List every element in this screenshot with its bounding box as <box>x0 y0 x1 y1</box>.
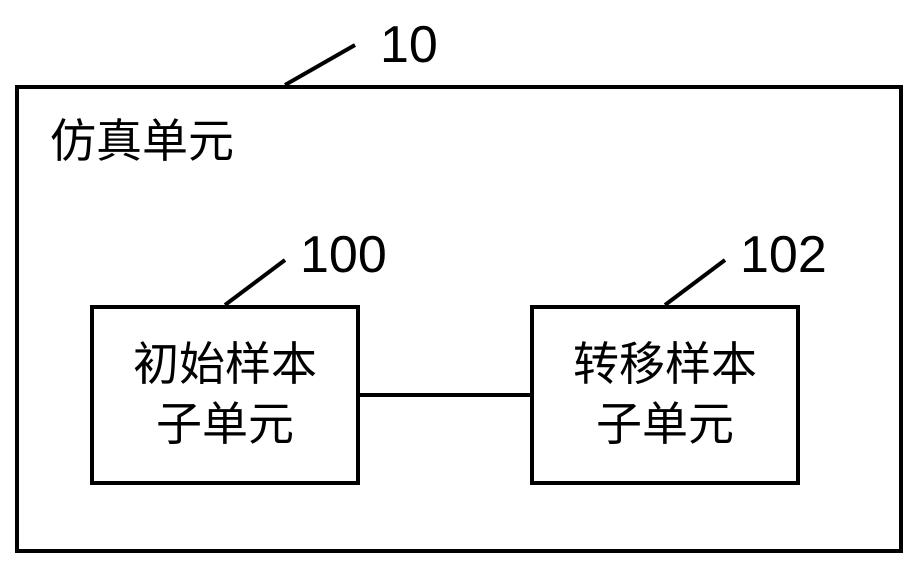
initial-sample-line1: 初始样本 <box>133 335 317 395</box>
initial-sample-text: 初始样本 子单元 <box>133 335 317 455</box>
connector-line <box>360 393 530 397</box>
transfer-sample-text: 转移样本 子单元 <box>573 335 757 455</box>
simulation-unit-title: 仿真单元 <box>50 105 234 171</box>
transfer-sample-line1: 转移样本 <box>573 335 757 395</box>
transfer-sample-line2: 子单元 <box>573 395 757 455</box>
ref-number-100: 100 <box>300 225 387 285</box>
initial-sample-box: 初始样本 子单元 <box>90 305 360 485</box>
ref-number-10: 10 <box>380 15 438 75</box>
ref-number-102: 102 <box>740 225 827 285</box>
transfer-sample-box: 转移样本 子单元 <box>530 305 800 485</box>
initial-sample-line2: 子单元 <box>133 395 317 455</box>
